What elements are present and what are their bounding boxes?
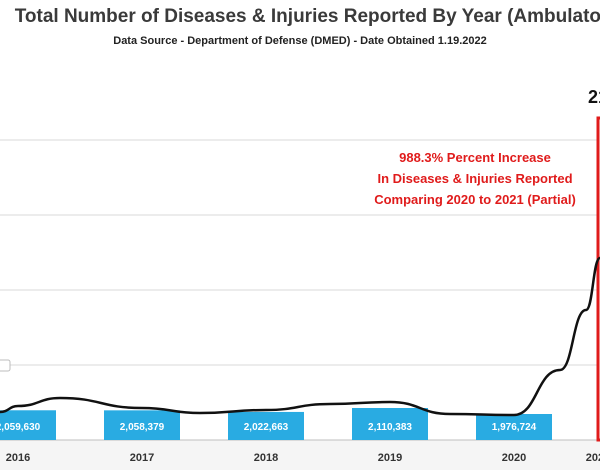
chart-title: Total Number of Diseases & Injuries Repo…: [14, 6, 600, 27]
data-label-2017: 2,058,379: [120, 422, 165, 433]
data-label-2021: 21: [588, 87, 600, 107]
chart-subtitle: Data Source - Department of Defense (DME…: [113, 35, 487, 47]
data-label-2018: 2,022,663: [244, 422, 289, 433]
x-tick-2019: 2019: [378, 452, 402, 464]
bar-2019: [352, 408, 428, 440]
trend-line: [0, 256, 600, 417]
legend-tab: [0, 359, 11, 372]
data-label-2019: 2,110,383: [368, 422, 412, 433]
annotation-line-3: Comparing 2020 to 2021 (Partial): [374, 192, 576, 207]
data-label-2016: 2,059,630: [0, 422, 41, 433]
x-tick-2016: 2016: [6, 452, 30, 464]
annotation-line-2: In Diseases & Injuries Reported: [377, 171, 573, 186]
x-axis-band: [0, 440, 600, 470]
increase-annotation: 988.3% Percent Increase In Diseases & In…: [340, 147, 600, 210]
bar-2020: [476, 414, 552, 440]
x-tick-2020: 2020: [502, 452, 526, 464]
data-label-2020: 1,976,724: [492, 422, 537, 433]
annotation-line-1: 988.3% Percent Increase: [399, 150, 551, 165]
bar-2018: [228, 411, 304, 440]
bar-2017: [104, 410, 180, 440]
x-tick-2017: 2017: [130, 452, 154, 464]
x-tick-2021: 2021: [586, 452, 600, 464]
bar-2021: [596, 116, 600, 442]
bar-2016: [0, 410, 56, 440]
x-tick-2018: 2018: [254, 452, 278, 464]
